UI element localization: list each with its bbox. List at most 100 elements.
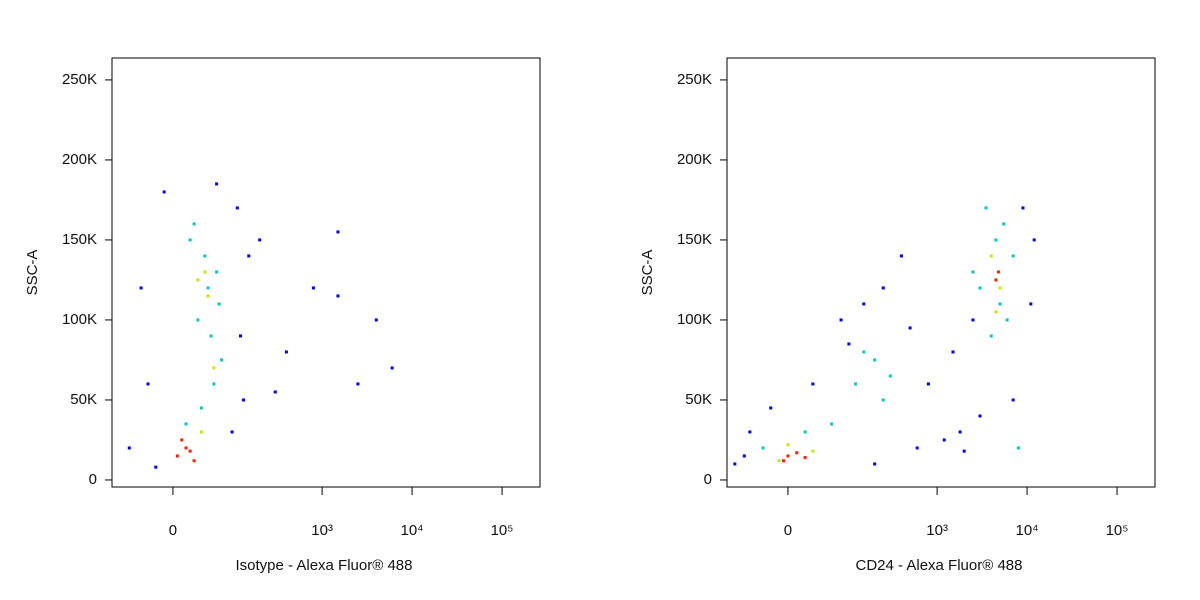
data-point: [192, 222, 196, 226]
data-point: [803, 430, 807, 434]
data-point: [188, 238, 192, 242]
data-point: [336, 230, 340, 234]
data-point: [899, 254, 903, 258]
data-point: [862, 350, 866, 354]
data-point: [989, 254, 993, 258]
data-point: [175, 454, 179, 458]
data-point: [926, 382, 930, 386]
data-point: [769, 406, 773, 410]
data-point: [139, 286, 143, 290]
data-point: [356, 382, 360, 386]
x-tick-label: 0: [169, 522, 177, 539]
x-tick-label: 10³: [926, 522, 948, 539]
data-point: [247, 254, 251, 258]
plot: 0 50K 100K 150K 200K 250K 0 10³ 10⁴ 10⁵ CD24 - Ale…: [639, 57, 1156, 574]
data-point: [1029, 302, 1033, 306]
data-point: [311, 286, 315, 290]
data-point: [748, 430, 752, 434]
data-point: [915, 446, 919, 450]
data-point: [188, 449, 192, 453]
y-tick-label: 100K: [62, 311, 97, 328]
data-point: [196, 318, 200, 322]
data-point: [830, 422, 834, 426]
data-point: [971, 270, 975, 274]
data-point: [777, 459, 781, 463]
data-point: [994, 310, 998, 314]
data-point: [212, 366, 216, 370]
data-point: [811, 382, 815, 386]
data-point: [180, 438, 184, 442]
data-point: [215, 270, 219, 274]
data-point: [839, 318, 843, 322]
x-tick-label: 10⁴: [401, 522, 424, 539]
data-point: [989, 334, 993, 338]
data-point: [978, 414, 982, 418]
x-axis-label: CD24 - Alexa Fluor® 488: [856, 557, 1023, 574]
data-point: [258, 238, 262, 242]
data-point: [154, 465, 158, 469]
data-point: [374, 318, 378, 322]
y-tick-label: 250K: [677, 71, 712, 88]
data-point: [230, 430, 234, 434]
data-point: [199, 430, 203, 434]
data-point: [742, 454, 746, 458]
data-point: [873, 462, 877, 466]
x-tick-label: 10⁵: [1106, 522, 1129, 539]
data-point: [162, 190, 166, 194]
y-tick-label: 150K: [62, 231, 97, 248]
data-point: [284, 350, 288, 354]
x-tick-label: 10³: [311, 522, 333, 539]
data-point: [1005, 318, 1009, 322]
data-point: [199, 406, 203, 410]
y-tick-label: 0: [89, 471, 97, 488]
data-point: [881, 398, 885, 402]
data-point: [998, 286, 1002, 290]
y-tick-label: 150K: [677, 231, 712, 248]
data-point: [1011, 398, 1015, 402]
data-point: [238, 334, 242, 338]
data-point: [196, 278, 200, 282]
data-point: [998, 302, 1002, 306]
plot: 0 50K 100K 150K 200K 250K 0 10³ 10⁴ 10⁵ Isotype - …: [24, 57, 541, 574]
data-point: [958, 430, 962, 434]
data-point: [215, 182, 219, 186]
x-tick-label: 10⁴: [1016, 522, 1039, 539]
data-point: [853, 382, 857, 386]
data-point: [220, 358, 224, 362]
data-point: [127, 446, 131, 450]
x-tick-label: 10⁵: [491, 522, 514, 539]
data-point: [146, 382, 150, 386]
data-point: [212, 382, 216, 386]
x-tick-label: 0: [784, 522, 792, 539]
data-point: [994, 238, 998, 242]
data-point: [971, 318, 975, 322]
data-point: [994, 278, 998, 282]
data-point: [786, 454, 790, 458]
data-point: [795, 451, 799, 455]
data-point: [273, 390, 277, 394]
plot-frame: [111, 57, 541, 488]
data-point: [761, 446, 765, 450]
data-point: [235, 206, 239, 210]
y-tick-label: 50K: [685, 391, 712, 408]
data-point: [908, 326, 912, 330]
data-point: [206, 286, 210, 290]
data-point: [206, 294, 210, 298]
plot-frame: [726, 57, 1156, 488]
data-point: [1002, 222, 1006, 226]
data-point: [847, 342, 851, 346]
y-tick-label: 200K: [62, 151, 97, 168]
data-point: [209, 334, 213, 338]
data-point: [184, 446, 188, 450]
data-point: [978, 286, 982, 290]
data-point: [782, 459, 786, 463]
data-point: [962, 449, 966, 453]
data-point: [888, 374, 892, 378]
data-point: [733, 462, 737, 466]
y-tick-label: 100K: [677, 311, 712, 328]
data-point: [1032, 238, 1036, 242]
data-point: [1011, 254, 1015, 258]
data-point: [873, 358, 877, 362]
data-point: [996, 270, 1000, 274]
